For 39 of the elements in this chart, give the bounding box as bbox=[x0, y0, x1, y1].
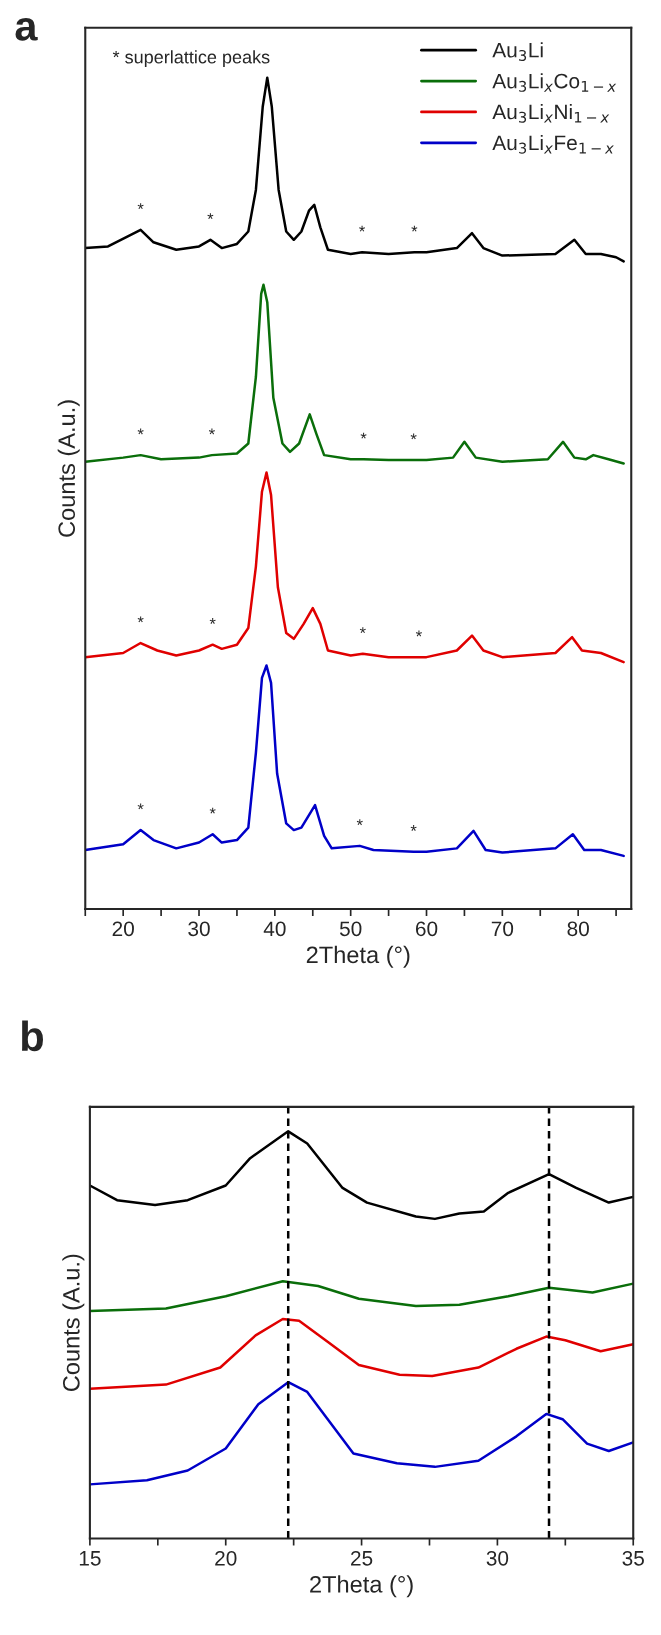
x-tick-label: 20 bbox=[112, 921, 134, 937]
annotation: * bbox=[209, 807, 216, 814]
x-tick-label: 70 bbox=[491, 921, 514, 937]
annotation: * bbox=[415, 630, 422, 637]
legend-label: Au$_{3}$Li$_{x}$Co$_{1−x}$ bbox=[492, 73, 617, 92]
x-tick-label: 80 bbox=[567, 921, 589, 937]
y-axis-title: Counts (A.u.) bbox=[57, 400, 80, 537]
annotation: * bbox=[137, 803, 144, 810]
x-tick-label: 30 bbox=[486, 1550, 509, 1566]
x-tick-label: 35 bbox=[622, 1550, 644, 1566]
annotation: * bbox=[137, 616, 144, 623]
x-tick-label: 15 bbox=[79, 1551, 101, 1566]
annotation: * bbox=[207, 213, 214, 220]
annotation: * bbox=[137, 203, 144, 210]
annotation: * bbox=[208, 428, 215, 435]
chart-title: b bbox=[22, 1020, 44, 1052]
x-axis-title: 2Theta (°) bbox=[310, 1575, 413, 1598]
x-tick-label: 25 bbox=[351, 1550, 373, 1566]
annotation: * bbox=[359, 225, 366, 232]
x-tick-label: 60 bbox=[415, 921, 438, 937]
x-axis-title: 2Theta (°) bbox=[306, 945, 410, 968]
annotation: * bbox=[137, 428, 144, 435]
annotation: * bbox=[360, 432, 367, 439]
legend-label: Au$_{3}$Li$_{x}$Ni$_{1−x}$ bbox=[492, 104, 610, 123]
annotation: * bbox=[410, 433, 417, 440]
x-tick-label: 20 bbox=[215, 1550, 237, 1566]
x-tick-label: 40 bbox=[263, 921, 286, 937]
x-tick-label: 50 bbox=[339, 921, 362, 937]
text: * superlattice peaks bbox=[112, 50, 270, 68]
legend-label: Au$_{3}$Li$_{x}$Fe$_{1−x}$ bbox=[492, 134, 614, 154]
y-axis-title: Counts (A.u.) bbox=[62, 1254, 85, 1392]
annotation: * bbox=[209, 618, 216, 624]
annotation: * bbox=[356, 819, 363, 826]
legend-label: Au$_{3}$Li bbox=[492, 42, 543, 61]
x-tick-label: 30 bbox=[188, 921, 210, 937]
annotation: * bbox=[411, 225, 418, 232]
annotation: * bbox=[359, 627, 366, 634]
chart-title: a bbox=[15, 17, 38, 41]
annotation: * bbox=[410, 825, 417, 831]
